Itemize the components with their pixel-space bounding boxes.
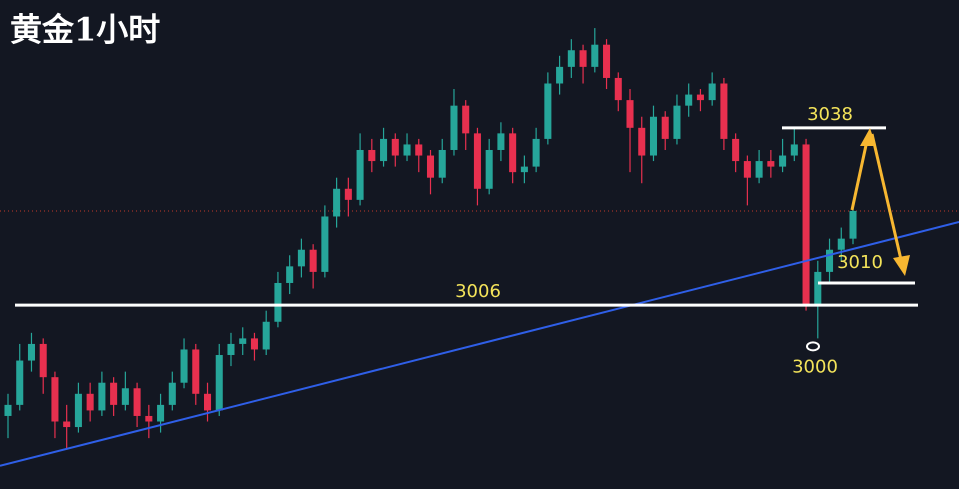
- candle-body: [755, 161, 763, 178]
- candle-body: [192, 349, 200, 394]
- candle-body: [415, 144, 423, 156]
- candle-body: [168, 382, 176, 405]
- candle-body: [720, 83, 728, 139]
- candle-body: [579, 50, 587, 67]
- candle-body: [133, 388, 141, 416]
- candle-body: [74, 393, 82, 428]
- candle-body: [696, 94, 704, 101]
- candle-body: [638, 127, 646, 156]
- candle-body: [509, 133, 517, 173]
- candle-body: [262, 321, 270, 350]
- candle-body: [356, 149, 364, 200]
- candle-body: [567, 50, 575, 67]
- candle-body: [708, 83, 716, 101]
- plot: 3006 3038 3010 3000: [0, 28, 959, 467]
- candle-body: [685, 94, 693, 106]
- candle-body: [286, 266, 294, 283]
- candle-body: [110, 382, 118, 405]
- candle-body: [203, 393, 212, 411]
- candle-body: [732, 138, 740, 162]
- candle-body: [86, 393, 94, 411]
- candle-body: [4, 404, 12, 416]
- candle-body: [520, 166, 528, 173]
- candle-body: [391, 138, 399, 156]
- candle-body: [426, 155, 435, 178]
- candle-body: [51, 377, 59, 422]
- candle-body: [473, 133, 481, 189]
- level-label: 3010: [837, 252, 883, 273]
- chart-title: 黄金1小时: [10, 11, 160, 49]
- candle-body: [661, 116, 669, 139]
- trendline: [0, 221, 959, 467]
- level-label: 3038: [807, 104, 853, 125]
- candle-body: [321, 216, 329, 272]
- candle-body: [767, 161, 775, 167]
- candle-body: [485, 149, 493, 189]
- candle-body: [145, 415, 153, 422]
- candle-body: [837, 238, 845, 250]
- candle-body: [497, 133, 505, 150]
- candle-body: [544, 83, 552, 139]
- candle-body: [779, 155, 787, 167]
- candle-body: [16, 360, 24, 405]
- candle-body: [849, 210, 857, 239]
- candle-body: [63, 421, 71, 428]
- candle-body: [626, 100, 634, 128]
- low-label: 3000: [792, 356, 838, 377]
- low-marker: [806, 341, 820, 352]
- candle-body: [532, 138, 540, 167]
- candle-body: [98, 382, 106, 411]
- candle-body: [649, 116, 658, 156]
- candle-body: [380, 138, 388, 162]
- candle-body: [438, 149, 446, 178]
- candle-body: [603, 44, 611, 78]
- candle-body: [790, 144, 798, 156]
- candle-body: [274, 282, 282, 322]
- level-label: 3006: [455, 281, 501, 302]
- candle-body: [180, 349, 188, 383]
- candle-body: [802, 144, 810, 306]
- candle-body: [239, 338, 247, 344]
- candle-body: [826, 249, 834, 272]
- candle-body: [39, 343, 47, 378]
- candle-body: [814, 271, 822, 306]
- candle-body: [556, 66, 564, 84]
- candle-body: [309, 249, 317, 272]
- candle-body: [368, 149, 376, 162]
- candle-body: [614, 77, 622, 101]
- candle-body: [462, 105, 470, 134]
- candle-body: [27, 343, 35, 361]
- candle-body: [227, 343, 235, 356]
- candle-body: [215, 355, 223, 411]
- candle-body: [297, 249, 305, 267]
- arrow-down: [870, 133, 904, 265]
- candle-body: [673, 105, 681, 139]
- candle-body: [333, 188, 341, 217]
- candle-body: [250, 338, 258, 350]
- candle-body: [157, 404, 165, 422]
- candle-body: [743, 161, 751, 178]
- candle-body: [591, 44, 599, 67]
- candle-body: [121, 388, 129, 405]
- arrowhead: [893, 255, 910, 276]
- arrow-up: [850, 135, 870, 211]
- arrowhead: [860, 128, 876, 146]
- candle-body: [403, 144, 411, 156]
- candle-body: [344, 188, 352, 200]
- candle-body: [450, 105, 458, 150]
